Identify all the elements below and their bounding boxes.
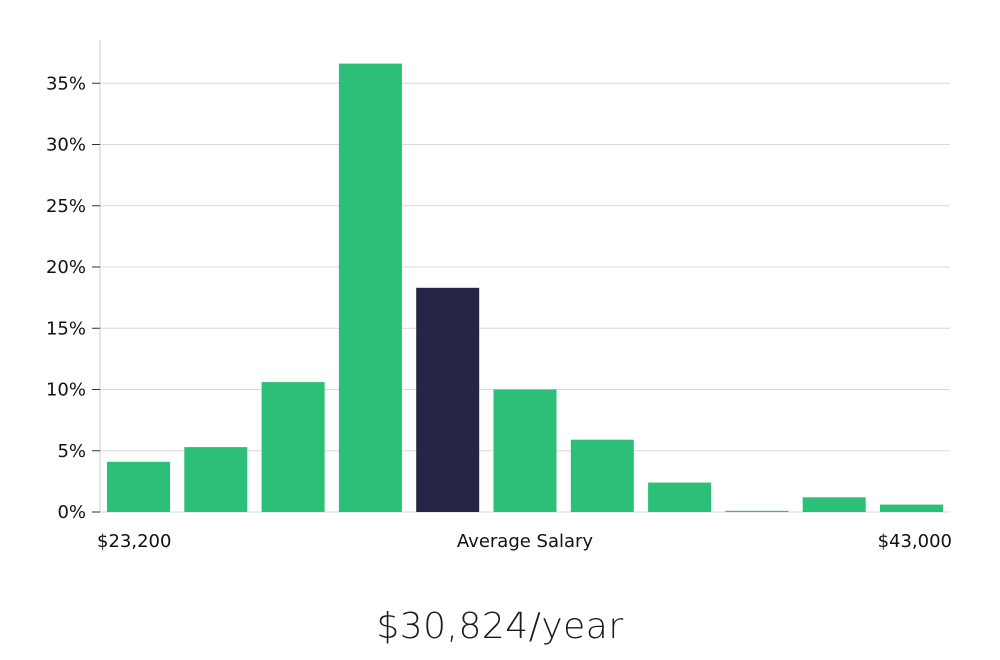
bars xyxy=(107,63,943,512)
bar xyxy=(802,497,866,512)
x-axis-center-label: Average Salary xyxy=(457,531,594,552)
y-tick-label: 35% xyxy=(46,73,86,94)
y-tick-label: 0% xyxy=(57,502,86,523)
y-tick-label: 10% xyxy=(46,380,86,401)
bar xyxy=(338,63,402,512)
bar xyxy=(261,382,325,512)
y-tick-label: 30% xyxy=(46,135,86,156)
average-salary-value: $30,824/year xyxy=(376,606,624,647)
y-tick-label: 20% xyxy=(46,257,86,278)
y-tick-label: 5% xyxy=(57,441,86,462)
x-axis-min-label: $23,200 xyxy=(97,531,171,552)
bar-average-salary xyxy=(416,287,480,512)
bar xyxy=(725,510,789,512)
bar xyxy=(107,461,170,512)
bar xyxy=(648,482,712,512)
bar xyxy=(880,504,943,512)
y-tick-label: 15% xyxy=(46,318,86,339)
bar xyxy=(493,389,557,512)
y-axis-ticks: 0% 5% 10% 15% 20% 25% 30% 35% xyxy=(46,73,100,523)
salary-distribution-chart: 0% 5% 10% 15% 20% 25% 30% 35% $23,200 Average S… xyxy=(46,40,952,552)
y-tick-label: 25% xyxy=(46,196,86,217)
bar xyxy=(570,439,634,512)
bar xyxy=(184,447,248,512)
x-axis-max-label: $43,000 xyxy=(878,531,952,552)
